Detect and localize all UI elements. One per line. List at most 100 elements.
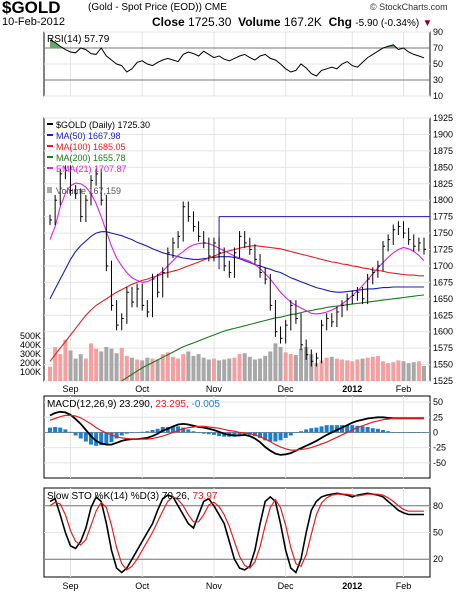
volume-bar <box>119 347 124 381</box>
volume-tick-label: 300K <box>20 349 41 359</box>
rsi-y-tick-label: 50 <box>433 59 443 69</box>
volume-bar <box>48 366 52 381</box>
price-y-tick-label: 1675 <box>433 277 453 287</box>
macd-histogram-bar <box>48 427 52 433</box>
price-month-label: Sep <box>62 384 78 394</box>
macd-histogram-bar <box>319 426 324 433</box>
volume-bar <box>145 357 150 381</box>
volume-bar <box>170 356 175 381</box>
legend-swatch-volume <box>47 187 52 193</box>
volume-bar <box>293 354 298 381</box>
price-y-tick-label: 1800 <box>433 195 453 205</box>
stoch-month-label: Sep <box>62 581 78 591</box>
macd-histogram-bar <box>196 432 201 434</box>
volume-bar <box>283 352 288 381</box>
macd-histogram-bar <box>304 429 309 433</box>
price-y-tick-label: 1600 <box>433 327 453 337</box>
macd-histogram-bar <box>406 432 411 433</box>
volume-bar <box>258 358 263 381</box>
macd-histogram-bar <box>68 431 73 433</box>
volume-tick-label: 400K <box>20 340 41 350</box>
close-value: 1725.30 <box>188 15 232 29</box>
macd-histogram-bar <box>324 425 329 433</box>
volume-bar <box>401 361 406 381</box>
quote-summary: Close 1725.30 Volume 167.2K Chg -5.90 (-… <box>152 15 432 29</box>
volume-bar <box>375 355 380 381</box>
macd-histogram-bar <box>73 432 78 436</box>
legend-entry-ma100: MA(100) 1685.05 <box>56 142 126 152</box>
macd-y-tick-label: 50 <box>433 397 443 407</box>
macd-y-tick-label: -25 <box>433 443 446 453</box>
stochastic-y-tick-label: 20 <box>433 554 443 564</box>
legend-entry-ma200: MA(200) 1655.78 <box>56 153 126 163</box>
macd-histogram-bar <box>416 432 421 433</box>
legend-swatch-price <box>47 123 53 125</box>
price-y-tick-label: 1750 <box>433 228 453 238</box>
macd-histogram-bar <box>293 432 298 434</box>
macd-histogram-bar <box>140 431 145 433</box>
macd-histogram-bar <box>191 431 196 433</box>
macd-histogram-bar <box>329 425 334 433</box>
volume-bar <box>386 363 391 381</box>
stoch-title-part: Slow STO %K(14) %D(3) <box>47 491 162 502</box>
macd-histogram-bar <box>386 431 391 433</box>
legend-entry-volume: Volume 167,159 <box>56 186 121 196</box>
volume-bar <box>355 359 360 381</box>
macd-histogram-bar <box>334 425 339 433</box>
stoch-month-label: Feb <box>396 581 412 591</box>
volume-bar <box>242 353 247 381</box>
volume-bar <box>201 357 206 381</box>
macd-title-part: MACD(12,26,9) <box>47 399 119 410</box>
legend-entry-ma50: MA(50) 1667.98 <box>56 131 121 141</box>
volume-bar <box>206 359 211 381</box>
macd-histogram-bar <box>119 432 124 436</box>
macd-histogram-bar <box>201 432 206 434</box>
macd-histogram-bar <box>206 432 211 435</box>
macd-histogram-bar <box>94 432 99 446</box>
macd-histogram-bar <box>58 427 63 433</box>
volume-bar <box>314 363 319 381</box>
price-month-label: 2012 <box>342 384 362 394</box>
macd-y-tick-label: -50 <box>433 458 446 468</box>
macd-histogram-bar <box>370 428 375 433</box>
macd-histogram-bar <box>299 431 304 433</box>
volume-bar <box>273 343 278 381</box>
price-month-label: Dec <box>278 384 295 394</box>
volume-bar <box>304 346 309 381</box>
macd-histogram-bar <box>340 425 345 433</box>
volume-bar <box>288 354 293 381</box>
stoch-title: Slow STO %K(14) %D(3) 70.26, 73.97 <box>47 491 218 502</box>
change-label: Chg <box>328 15 352 29</box>
stoch-month-label: Dec <box>278 581 295 591</box>
price-y-tick-label: 1825 <box>433 179 453 189</box>
legend-entry-ema21: EMA(21) 1707.87 <box>56 164 127 174</box>
price-ma50-line <box>49 231 424 300</box>
macd-histogram-bar <box>237 432 242 436</box>
price-month-label: Nov <box>206 384 223 394</box>
volume-bar <box>416 361 421 381</box>
volume-bar <box>299 348 304 381</box>
macd-histogram-bar <box>375 428 380 433</box>
macd-histogram-bar <box>211 432 216 435</box>
volume-tick-label: 500K <box>20 331 41 341</box>
macd-histogram-bar <box>181 427 186 433</box>
price-y-tick-label: 1875 <box>433 146 453 156</box>
price-ema21-line <box>49 182 425 315</box>
volume-bar <box>155 359 160 381</box>
volume-bar <box>63 339 68 381</box>
volume-bar <box>160 354 165 381</box>
stoch-title-part: 70.26, <box>162 491 193 502</box>
macd-histogram-bar <box>278 432 283 441</box>
volume-bar <box>78 354 83 381</box>
macd-histogram-bar <box>401 432 406 433</box>
volume-label: Volume <box>238 15 281 29</box>
macd-histogram-bar <box>83 432 88 442</box>
macd-histogram-bar <box>252 432 257 437</box>
volume-bar <box>94 348 99 381</box>
legend-swatch-ma50 <box>47 134 53 136</box>
legend-swatch-ma200 <box>47 156 53 158</box>
macd-histogram-bar <box>314 427 319 433</box>
volume-bar <box>422 366 426 381</box>
macd-histogram-bar <box>104 432 109 444</box>
stoch-stoch_k <box>49 492 424 574</box>
